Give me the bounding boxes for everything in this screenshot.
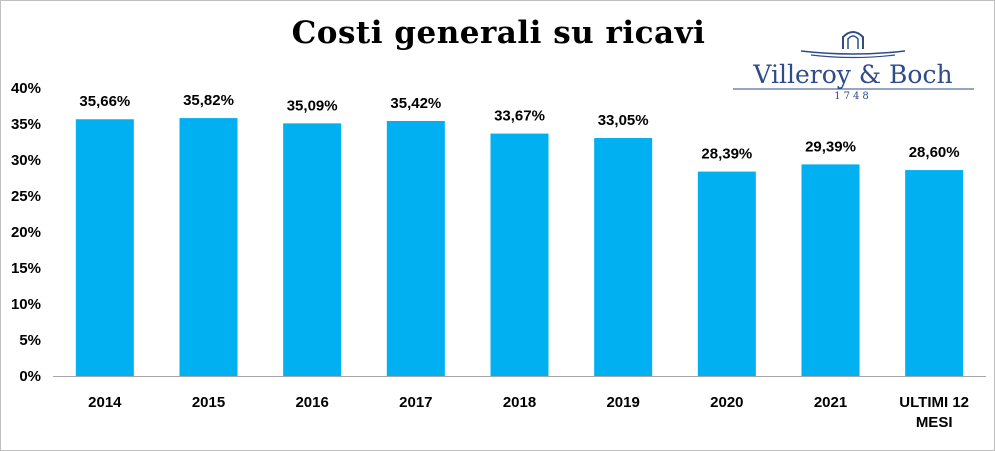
bar bbox=[905, 170, 964, 376]
data-label: 35,66% bbox=[79, 93, 130, 110]
bar bbox=[283, 123, 342, 377]
bar bbox=[490, 133, 549, 376]
bar bbox=[179, 118, 238, 376]
bridge-arch-icon bbox=[800, 31, 906, 59]
x-tick-label: 2017 bbox=[399, 394, 432, 411]
y-tick-label: 25% bbox=[11, 188, 41, 205]
y-tick-label: 0% bbox=[19, 368, 41, 385]
y-tick-label: 35% bbox=[11, 116, 41, 133]
x-tick-label: 2018 bbox=[503, 394, 536, 411]
x-tick-label: 2014 bbox=[88, 394, 122, 411]
data-label: 28,39% bbox=[701, 146, 752, 163]
logo-brand-text: Villeroy & Boch bbox=[752, 60, 952, 89]
x-tick-label: ULTIMI 12 MESI bbox=[899, 394, 969, 431]
x-tick-label: 2020 bbox=[710, 394, 743, 411]
data-label: 35,09% bbox=[287, 97, 338, 114]
data-label: 33,05% bbox=[598, 112, 649, 129]
data-label: 33,67% bbox=[494, 108, 545, 125]
bar bbox=[801, 164, 860, 376]
bar bbox=[594, 138, 653, 376]
x-tick-label: 2016 bbox=[295, 394, 328, 411]
data-label: 28,60% bbox=[909, 144, 960, 161]
data-label: 35,42% bbox=[390, 95, 441, 112]
y-tick-label: 5% bbox=[19, 332, 41, 349]
y-tick-label: 10% bbox=[11, 296, 41, 313]
x-tick-label: 2015 bbox=[192, 394, 225, 411]
y-tick-label: 40% bbox=[11, 80, 41, 97]
data-label: 35,82% bbox=[183, 92, 234, 109]
y-tick-label: 15% bbox=[11, 260, 41, 277]
y-tick-label: 30% bbox=[11, 152, 41, 169]
x-tick-label: 2019 bbox=[606, 394, 639, 411]
y-tick-label: 20% bbox=[11, 224, 41, 241]
chart-title: Costi generali su ricavi bbox=[291, 15, 706, 51]
bar bbox=[75, 119, 134, 377]
bar bbox=[386, 120, 445, 376]
x-tick-label: 2021 bbox=[814, 394, 847, 411]
logo-year-text: 1748 bbox=[834, 91, 871, 101]
villeroy-boch-logo: Villeroy & Boch 1748 bbox=[733, 31, 974, 101]
bar bbox=[697, 171, 756, 376]
data-label: 29,39% bbox=[805, 138, 856, 155]
